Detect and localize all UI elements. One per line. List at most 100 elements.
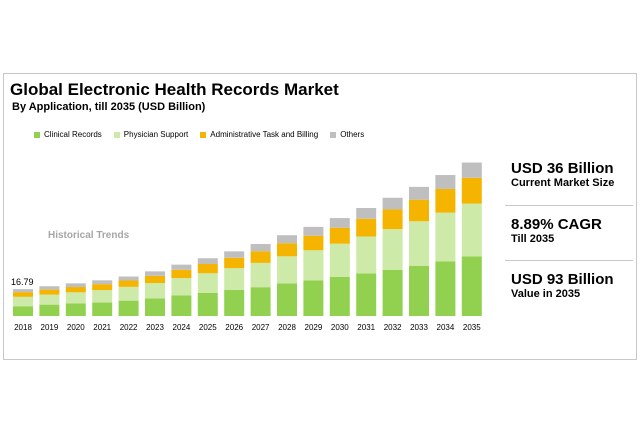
bar-segment-administrative-task-and-billing-2023	[145, 275, 165, 284]
x-tick-label: 2020	[67, 323, 85, 332]
bar-segment-clinical-records-2020	[65, 303, 86, 316]
stat-value: USD 93 Billion	[511, 271, 614, 288]
legend-label: Administrative Task and Billing	[210, 130, 319, 139]
stat-cagr: 8.89% CAGR Till 2035	[511, 216, 602, 246]
x-tick-label: 2026	[225, 323, 243, 332]
stat-value: 8.89% CAGR	[511, 216, 602, 233]
x-tick-label: 2030	[331, 323, 349, 332]
bar-segment-administrative-task-and-billing-2031	[356, 218, 377, 237]
bar-segment-others-2018	[13, 289, 33, 293]
bar-segment-others-2020	[65, 283, 86, 288]
bar-segment-administrative-task-and-billing-2029	[303, 235, 324, 251]
stat-value-2035: USD 93 Billion Value in 2035	[511, 271, 614, 301]
bar-segment-others-2022	[118, 276, 139, 281]
x-tick-label: 2021	[93, 323, 111, 332]
stat-current-market-size: USD 36 Billion Current Market Size	[511, 160, 614, 190]
x-tick-label: 2033	[410, 323, 428, 332]
x-tick-label: 2035	[463, 323, 481, 332]
bar-segment-administrative-task-and-billing-2030	[329, 227, 350, 244]
bar-segment-physician-support-2023	[145, 283, 165, 299]
stat-divider	[505, 260, 633, 261]
bar-segment-physician-support-2019	[39, 294, 60, 305]
historical-trends-annotation: Historical Trends	[48, 230, 130, 241]
x-tick-label: 2018	[14, 323, 32, 332]
data-label: 16.79	[11, 277, 34, 287]
bar-segment-physician-support-2032	[382, 229, 403, 270]
legend-item-physician-support: Physician Support	[113, 130, 189, 139]
x-tick-label: 2025	[199, 323, 217, 332]
x-tick-label: 2023	[146, 323, 164, 332]
bar-segment-physician-support-2022	[118, 286, 139, 301]
bar-segment-administrative-task-and-billing-2026	[224, 257, 245, 269]
bar-segment-administrative-task-and-billing-2033	[409, 199, 429, 222]
bar-segment-others-2030	[329, 218, 350, 228]
bar-segment-administrative-task-and-billing-2019	[39, 289, 60, 295]
bar-segment-physician-support-2028	[277, 256, 297, 284]
bar-segment-physician-support-2035	[461, 203, 482, 257]
bar-segment-physician-support-2031	[356, 236, 377, 274]
bar-segment-clinical-records-2028	[277, 283, 297, 316]
bar-segment-others-2021	[92, 280, 113, 285]
legend-label: Others	[340, 130, 365, 139]
bar-segment-physician-support-2030	[329, 243, 350, 277]
bar-segment-clinical-records-2026	[224, 289, 245, 316]
bar-segment-clinical-records-2023	[145, 298, 165, 316]
legend-swatch	[113, 131, 120, 138]
bar-segment-clinical-records-2025	[197, 292, 218, 316]
bar-segment-administrative-task-and-billing-2020	[65, 287, 86, 293]
legend-label: Clinical Records	[44, 130, 102, 139]
legend-swatch	[34, 131, 40, 138]
chart-title: Global Electronic Health Records Market	[10, 80, 339, 99]
bar-segment-administrative-task-and-billing-2035	[461, 177, 482, 204]
bar-segment-clinical-records-2022	[118, 300, 139, 316]
bar-segment-administrative-task-and-billing-2028	[277, 243, 297, 257]
bar-segment-administrative-task-and-billing-2027	[250, 251, 271, 263]
bar-segment-others-2029	[303, 226, 324, 236]
bar-segment-clinical-records-2031	[356, 273, 377, 316]
bar-segment-clinical-records-2035	[461, 256, 482, 316]
legend-item-clinical-records: Clinical Records	[34, 130, 102, 139]
bar-segment-clinical-records-2019	[39, 304, 60, 316]
bar-segment-others-2025	[197, 258, 218, 264]
stat-label: Till 2035	[511, 233, 555, 245]
bar-segment-clinical-records-2032	[382, 269, 403, 316]
bar-segment-administrative-task-and-billing-2025	[197, 264, 218, 274]
bar-segment-administrative-task-and-billing-2032	[382, 209, 403, 230]
bar-segment-others-2024	[171, 264, 192, 270]
bar-segment-clinical-records-2029	[303, 280, 324, 316]
bar-segment-administrative-task-and-billing-2022	[118, 280, 139, 287]
bar-segment-others-2028	[277, 235, 297, 244]
bar-segment-clinical-records-2018	[13, 306, 33, 316]
bar-segment-administrative-task-and-billing-2034	[435, 188, 456, 213]
x-tick-label: 2029	[305, 323, 323, 332]
bar-segment-others-2027	[250, 244, 271, 252]
bar-segment-clinical-records-2034	[435, 261, 456, 316]
bar-segment-physician-support-2024	[171, 278, 192, 296]
x-tick-label: 2019	[41, 323, 59, 332]
bar-segment-physician-support-2025	[197, 273, 218, 293]
bar-segment-others-2035	[461, 162, 482, 178]
bar-segment-others-2032	[382, 197, 403, 210]
x-tick-label: 2034	[437, 323, 455, 332]
bar-segment-others-2026	[224, 251, 245, 258]
stat-value: USD 36 Billion	[511, 160, 614, 177]
bar-segment-clinical-records-2030	[329, 276, 350, 316]
bar-segment-administrative-task-and-billing-2018	[13, 292, 33, 297]
bar-segment-physician-support-2033	[409, 221, 429, 266]
x-tick-label: 2024	[173, 323, 191, 332]
bar-segment-clinical-records-2033	[409, 265, 429, 316]
bar-segment-others-2033	[409, 186, 429, 200]
stat-divider	[505, 205, 633, 206]
legend: Clinical Records Physician Support Admin…	[34, 130, 364, 139]
legend-label: Physician Support	[123, 130, 189, 139]
legend-swatch	[330, 131, 337, 138]
bar-segment-physician-support-2034	[435, 212, 456, 262]
chart-subtitle: By Application, till 2035 (USD Billion)	[12, 101, 206, 113]
bar-segment-others-2023	[145, 271, 165, 276]
bar-segment-administrative-task-and-billing-2024	[171, 269, 192, 279]
bar-segment-others-2031	[356, 208, 377, 219]
legend-swatch	[200, 131, 207, 138]
bar-segment-others-2019	[39, 286, 60, 290]
bar-segment-physician-support-2026	[224, 268, 245, 290]
